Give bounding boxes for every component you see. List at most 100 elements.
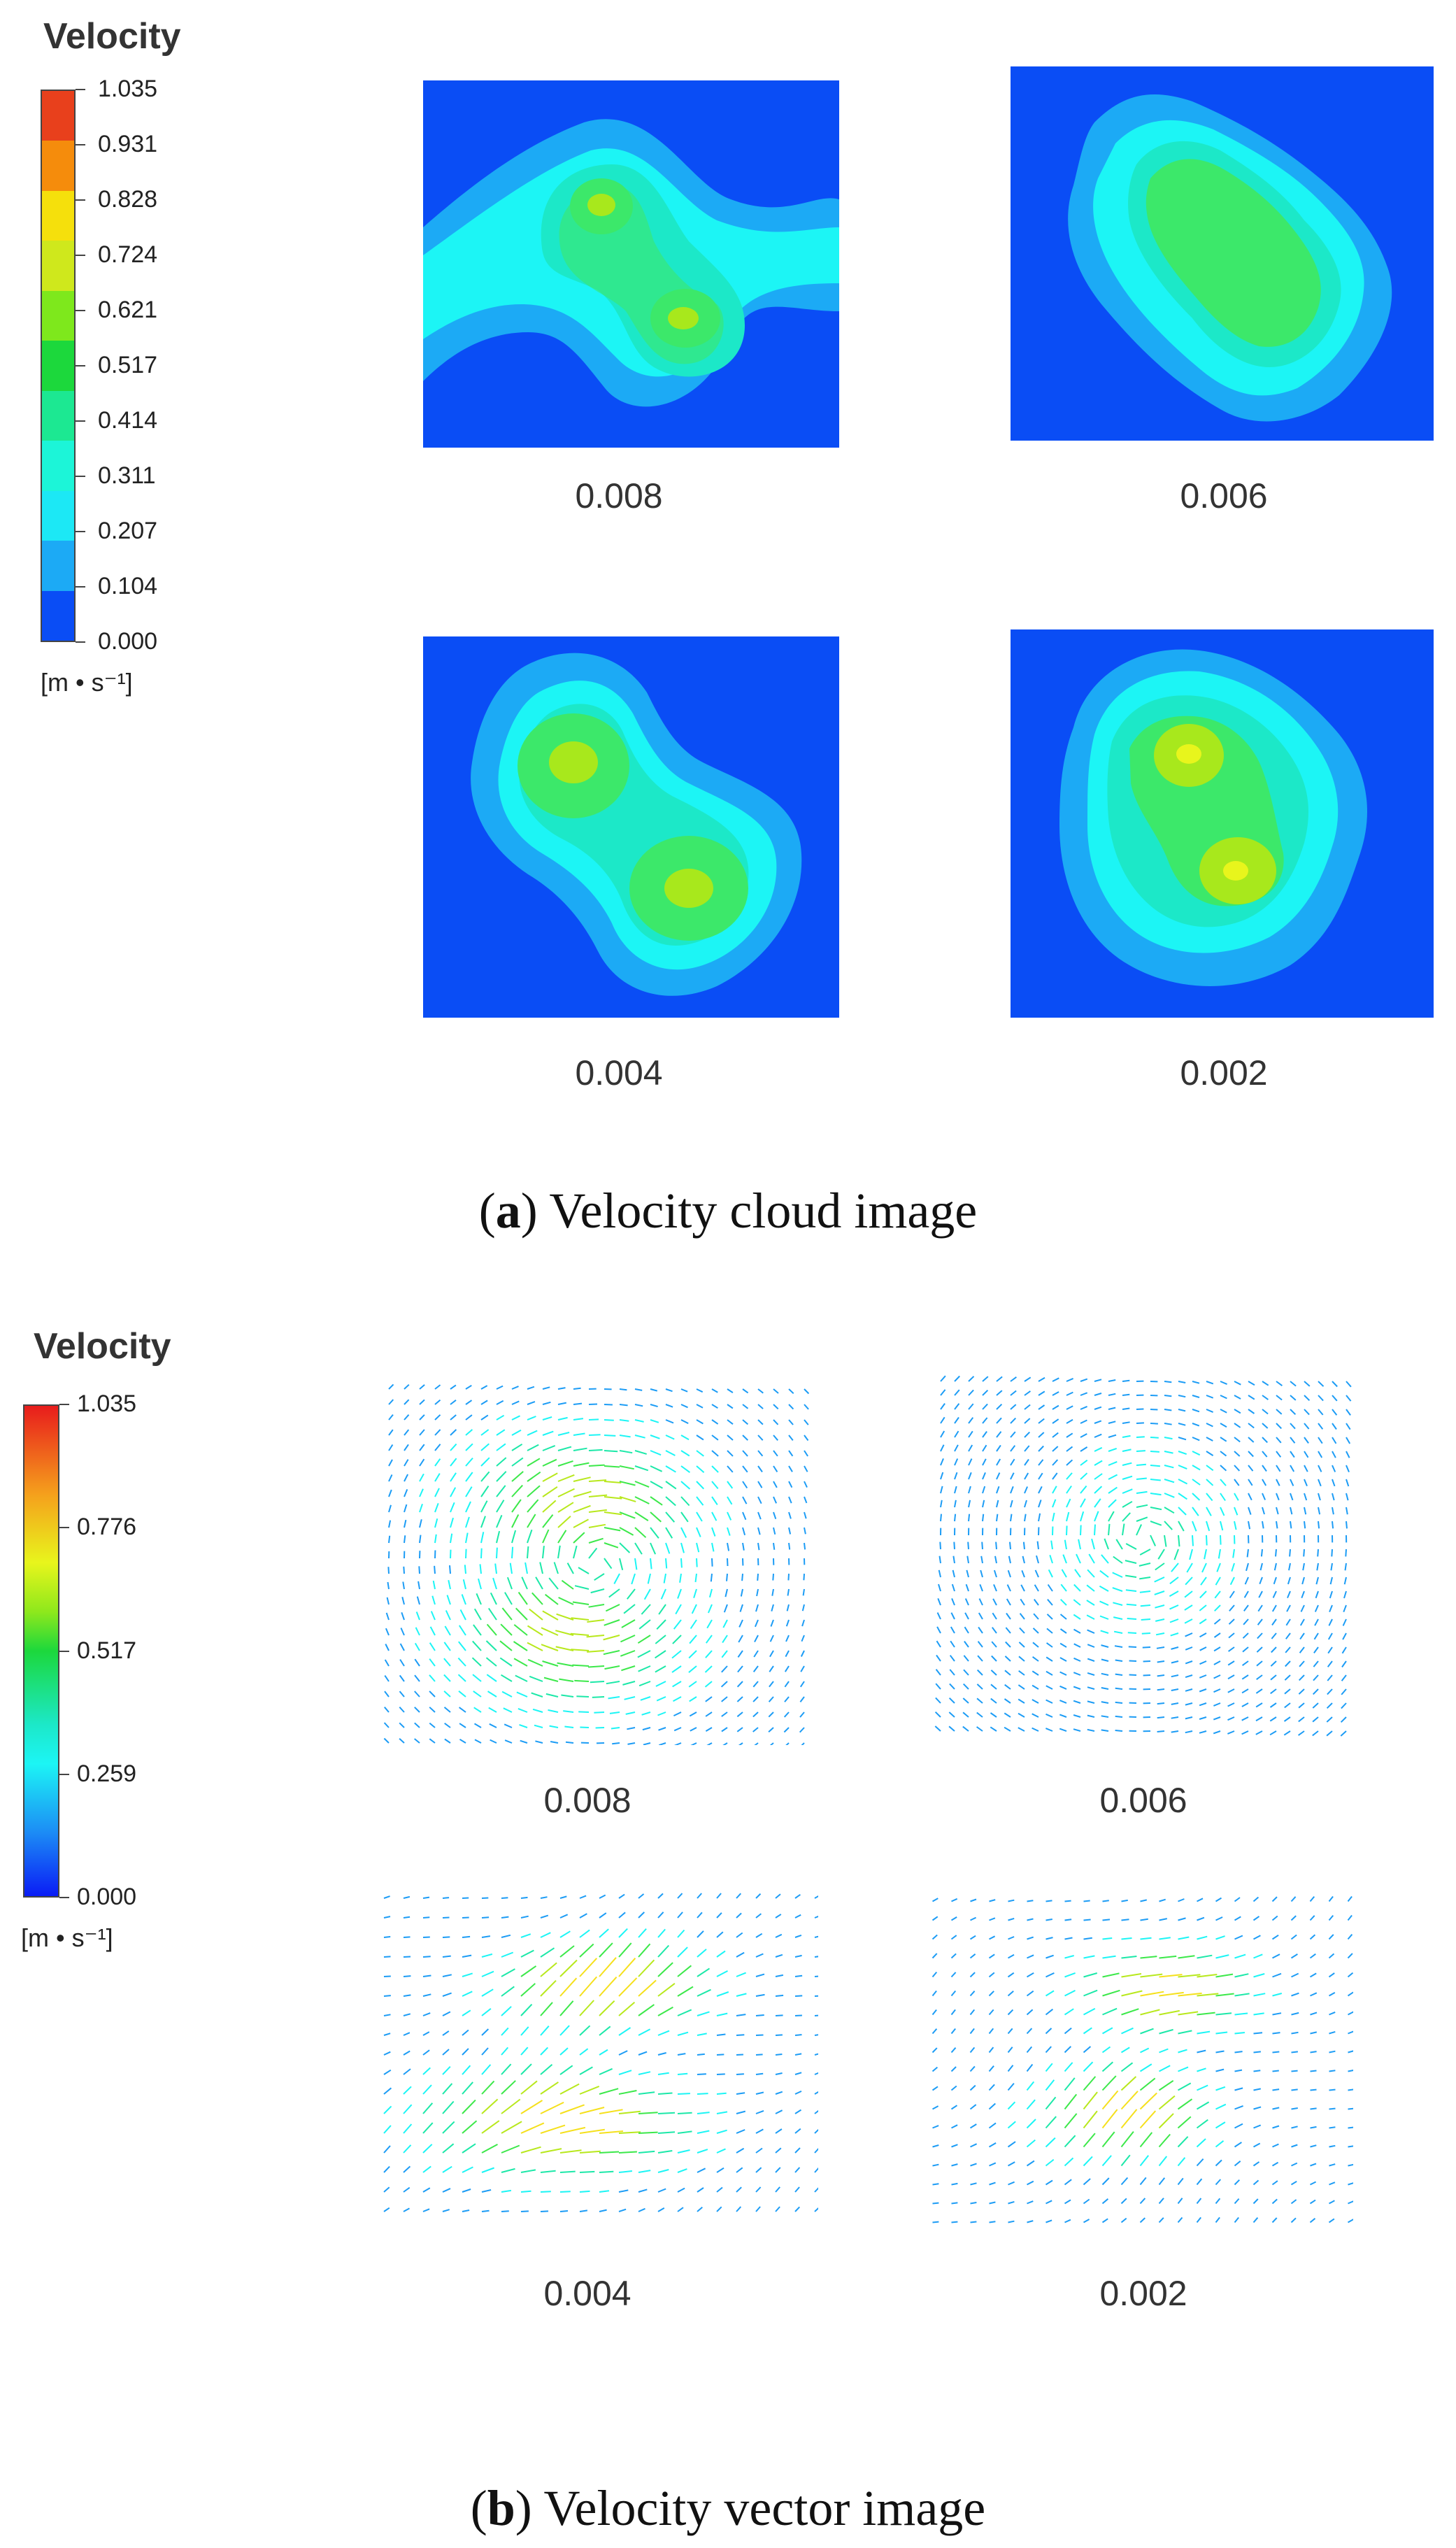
colorbar-band <box>42 390 74 441</box>
vector-arrow <box>1220 1521 1224 1531</box>
vector-arrow <box>472 1674 482 1682</box>
vector-arrow <box>1257 1604 1263 1612</box>
vector-arrow <box>1026 2063 1034 2072</box>
vector-arrow <box>404 1444 409 1451</box>
vector-arrow <box>579 2190 590 2193</box>
vector-arrow <box>736 2147 745 2154</box>
vector-arrow <box>1052 1486 1057 1494</box>
vector-arrow <box>1122 1435 1131 1438</box>
vector-arrow <box>1301 1577 1305 1585</box>
vector-arrow <box>736 1711 743 1718</box>
vector-arrow <box>721 1650 728 1658</box>
vector-arrow <box>535 1740 543 1744</box>
vector-arrow <box>1318 1381 1325 1387</box>
vector-arrow <box>992 1612 997 1620</box>
vector-arrow <box>1121 1919 1129 1921</box>
vector-arrow <box>383 2105 392 2114</box>
vector-arrow <box>501 2144 520 2154</box>
vector-arrow <box>950 1935 957 1940</box>
vector-arrow <box>588 1665 605 1668</box>
vector-arrow <box>1010 1431 1016 1438</box>
vector-arrow <box>1234 1916 1241 1921</box>
vector-arrow <box>1140 1918 1148 1921</box>
vector-arrow <box>689 1635 697 1644</box>
vector-arrow <box>950 1953 957 1959</box>
vector-arrow <box>1185 1702 1193 1706</box>
vector-arrow <box>768 1711 774 1718</box>
vector-arrow <box>527 1416 536 1421</box>
vector-arrow <box>529 1608 543 1621</box>
vector-arrow <box>1304 1381 1311 1387</box>
vector-arrow <box>725 1588 728 1597</box>
vector-arrow <box>657 2207 665 2212</box>
vector-arrow <box>1171 1702 1179 1705</box>
vector-arrow <box>775 2206 780 2212</box>
vector-arrow <box>689 1696 697 1702</box>
vector-arrow <box>804 1419 809 1425</box>
vector-arrow <box>775 1893 781 1899</box>
vector-arrow <box>1262 1521 1264 1529</box>
vector-arrow <box>609 1711 620 1714</box>
vector-arrow <box>771 1588 774 1596</box>
vector-arrow <box>1157 1549 1165 1560</box>
vector-arrow <box>511 1546 514 1559</box>
vector-arrow <box>1064 2157 1074 2167</box>
vector-arrow <box>442 1955 451 1958</box>
vector-arrow <box>542 1444 556 1451</box>
vector-arrow <box>511 1415 520 1421</box>
vector-arrow <box>404 1535 406 1544</box>
vector-arrow <box>991 1655 997 1662</box>
vector-plot-0002 <box>923 1892 1353 2224</box>
vector-arrow <box>1197 2067 1206 2072</box>
vector-arrow <box>794 1914 801 1919</box>
vector-arrow <box>1080 1498 1086 1508</box>
vector-arrow <box>993 1570 997 1578</box>
vector-arrow <box>566 1563 574 1574</box>
vector-arrow <box>665 1388 673 1393</box>
vector-arrow <box>542 1458 557 1467</box>
vector-arrow <box>1253 2142 1261 2148</box>
vector-arrow <box>755 2054 763 2056</box>
vector-arrow <box>638 1619 651 1630</box>
vector-arrow <box>1271 2217 1278 2223</box>
vector-arrow <box>950 1972 957 1978</box>
vector-arrow <box>736 2129 745 2134</box>
vector-arrow <box>634 1435 645 1439</box>
vector-arrow <box>773 1542 776 1550</box>
vector-arrow <box>1197 1898 1204 1902</box>
vector-arrow <box>657 2188 666 2193</box>
vector-arrow <box>696 1419 704 1425</box>
vector-arrow <box>814 2053 818 2056</box>
vector-arrow <box>1045 1954 1054 1959</box>
vector-arrow <box>1315 1590 1319 1599</box>
vector-arrow <box>768 1727 774 1733</box>
vector-arrow <box>989 2182 996 2186</box>
caption-letter-a: a <box>495 1183 521 1239</box>
vector-arrow <box>388 1444 394 1451</box>
vector-arrow <box>1290 2180 1297 2186</box>
vector-arrow <box>604 1665 620 1670</box>
vector-arrow <box>696 1542 700 1553</box>
vector-arrow <box>1086 1600 1095 1606</box>
vector-arrow <box>1080 1446 1088 1452</box>
vector-arrow <box>1122 1475 1133 1480</box>
vector-arrow <box>650 1388 658 1392</box>
vector-arrow <box>527 1625 543 1636</box>
vector-arrow <box>1271 1618 1277 1626</box>
vector-arrow <box>1309 1953 1316 1959</box>
colorbar-tick-mark <box>76 310 85 311</box>
vector-arrow <box>1309 1972 1317 1978</box>
vector-arrow <box>951 2144 958 2148</box>
vector-arrow <box>989 1935 996 1940</box>
vector-arrow <box>1083 2178 1091 2186</box>
vector-arrow <box>442 2100 455 2114</box>
vector-arrow <box>1083 2133 1096 2148</box>
vector-arrow <box>572 1601 590 1605</box>
vector-arrow <box>773 1419 779 1425</box>
vector-arrow <box>716 1893 722 1899</box>
vector-arrow <box>540 1914 549 1919</box>
vector-arrow <box>1228 1632 1235 1639</box>
vector-arrow <box>1164 1479 1175 1483</box>
vector-arrow <box>1220 1493 1226 1502</box>
vector-arrow <box>1159 2048 1169 2054</box>
